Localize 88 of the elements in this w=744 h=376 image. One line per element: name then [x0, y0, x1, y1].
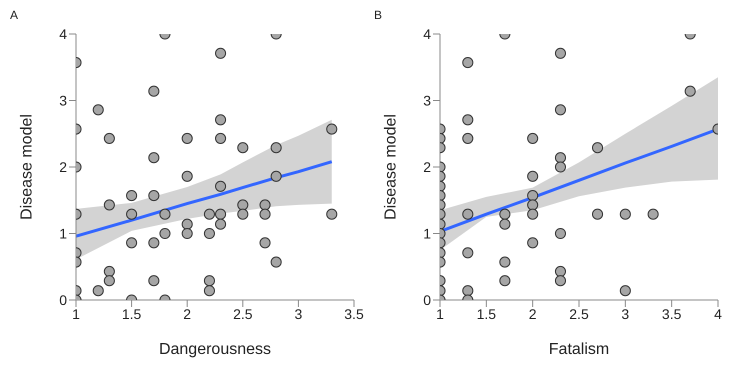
x-tick-label: 4 [714, 306, 722, 322]
x-tick-label: 2 [183, 306, 192, 322]
point [126, 190, 138, 202]
point [215, 208, 226, 220]
point [270, 142, 282, 154]
point [148, 86, 160, 97]
x-tick-label: 2 [528, 306, 537, 322]
y-axis-title: Disease model [18, 114, 36, 220]
point [237, 199, 248, 210]
x-tick-label: 1.5 [122, 306, 142, 322]
x-tick-label: 3 [621, 306, 630, 322]
chart-title: A [10, 8, 18, 22]
point [527, 132, 538, 144]
point [204, 208, 215, 220]
point [204, 228, 215, 240]
x-tick-label: 3.5 [344, 306, 364, 322]
x-tick-label: 1.5 [476, 306, 496, 322]
point [215, 132, 226, 144]
x-axis-title: Fatalism [548, 341, 610, 358]
point [215, 48, 226, 59]
point [259, 199, 271, 210]
point [182, 228, 193, 240]
point [182, 170, 193, 182]
point [148, 152, 160, 164]
x-tick-label: 1 [436, 306, 444, 322]
point [159, 228, 171, 240]
point [204, 275, 215, 286]
point [554, 104, 566, 116]
y-axis-title: Disease model [382, 114, 400, 220]
point [104, 266, 115, 277]
point [620, 208, 631, 220]
x-tick-label: 1 [72, 306, 80, 322]
x-tick-label: 3 [294, 306, 302, 322]
x-tick-label: 2.5 [233, 306, 253, 322]
point [592, 142, 604, 154]
point [148, 190, 160, 202]
point [592, 208, 604, 220]
y-tick-label: 4 [423, 26, 432, 42]
point [259, 208, 271, 220]
point [215, 218, 226, 230]
point [92, 104, 104, 116]
point [527, 199, 538, 210]
point [182, 132, 193, 144]
point [527, 170, 538, 182]
point [554, 48, 566, 59]
point [237, 142, 248, 154]
point [527, 190, 538, 202]
point [237, 208, 248, 220]
point [554, 161, 566, 173]
y-tick-label: 1 [59, 225, 68, 242]
point [554, 275, 566, 286]
y-tick-label: 2 [59, 158, 68, 175]
point [527, 208, 538, 220]
x-tick-label: 2.5 [569, 306, 589, 322]
point [215, 180, 226, 192]
x-axis-title: Dangerousness [158, 341, 272, 358]
point [126, 208, 138, 220]
point [148, 275, 160, 286]
x-tick-label: 3.5 [662, 306, 682, 322]
point [182, 218, 193, 230]
point [326, 124, 338, 135]
point [104, 275, 115, 286]
point [126, 237, 138, 248]
point [259, 237, 271, 248]
y-tick-label: 4 [59, 26, 68, 42]
y-tick-label: 0 [423, 292, 432, 308]
y-tick-label: 0 [59, 292, 68, 308]
point [527, 237, 538, 248]
y-tick-label: 3 [59, 92, 68, 108]
point [159, 208, 171, 220]
y-tick-label: 1 [423, 225, 432, 242]
point [104, 132, 115, 144]
point [215, 114, 226, 126]
point [554, 228, 566, 240]
y-tick-label: 2 [423, 158, 432, 175]
point [620, 285, 631, 296]
line-series [76, 160, 334, 238]
point [270, 256, 282, 268]
point [554, 266, 566, 277]
point [104, 199, 115, 210]
point [204, 285, 215, 296]
point [270, 170, 282, 182]
point [148, 237, 160, 248]
chart-title: B [374, 8, 382, 22]
point [554, 152, 566, 164]
point [326, 208, 338, 220]
point [92, 285, 104, 296]
y-tick-label: 3 [423, 92, 432, 108]
